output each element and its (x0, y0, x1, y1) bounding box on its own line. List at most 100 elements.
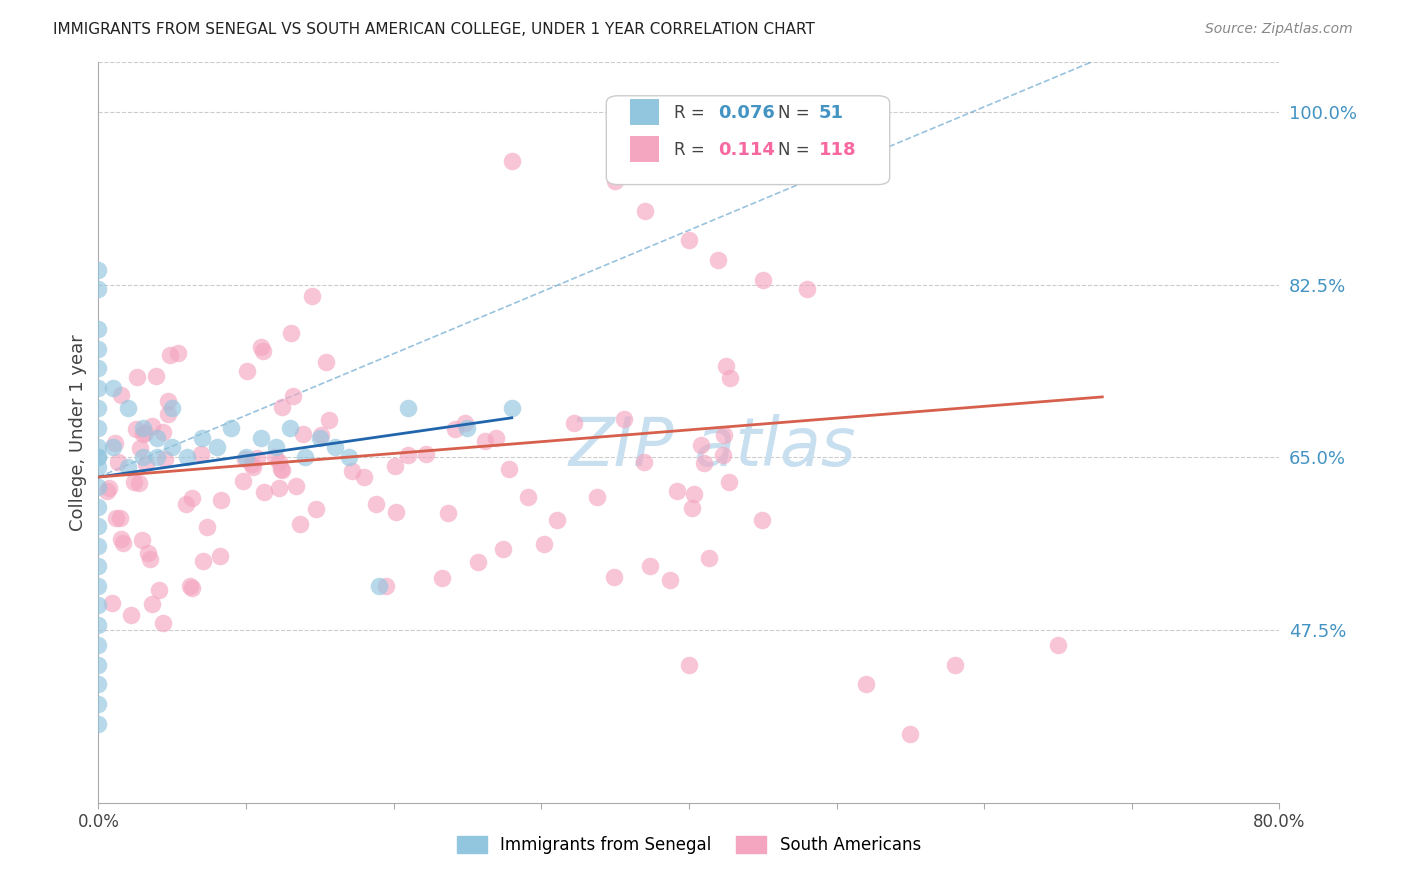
Point (174, 497, 197, 511)
Point (191, 431, 214, 445)
Point (87, 558, 110, 573)
Point (665, 483, 688, 498)
Point (309, 427, 332, 442)
Point (124, 475, 146, 490)
Point (900, 727, 922, 741)
Point (713, 428, 735, 442)
Point (117, 460, 139, 475)
Point (467, 555, 489, 569)
Point (318, 412, 340, 426)
Text: 0.076: 0.076 (718, 103, 775, 122)
Point (208, 549, 231, 563)
Point (533, 537, 555, 551)
Point (87, 381, 110, 395)
Point (263, 450, 285, 464)
Point (135, 457, 157, 471)
Point (111, 535, 134, 549)
Point (209, 492, 232, 507)
Point (87, 519, 110, 533)
Point (516, 490, 538, 504)
Point (943, 657, 966, 672)
Point (603, 570, 626, 584)
Point (485, 431, 508, 445)
Point (436, 507, 458, 521)
Point (132, 420, 155, 434)
Point (415, 447, 437, 461)
Point (87, 322, 110, 336)
Point (678, 233, 700, 247)
Point (454, 416, 477, 430)
Point (697, 551, 720, 566)
Point (87, 460, 110, 475)
Point (156, 393, 179, 408)
Point (855, 677, 877, 691)
Point (353, 470, 375, 484)
Point (235, 450, 257, 465)
Point (290, 517, 312, 532)
Text: ZIP atlas: ZIP atlas (569, 415, 856, 481)
Point (141, 598, 163, 612)
Point (633, 455, 655, 469)
Point (250, 431, 273, 445)
Point (432, 571, 454, 585)
Point (457, 420, 479, 434)
Point (717, 475, 740, 489)
Point (134, 425, 156, 440)
Point (659, 573, 682, 587)
Point (176, 450, 198, 465)
Point (128, 476, 150, 491)
Point (444, 421, 467, 435)
Point (246, 450, 269, 465)
Point (546, 513, 568, 527)
Point (87, 638, 110, 652)
Point (87, 500, 110, 514)
Point (682, 487, 704, 501)
Point (87, 697, 110, 711)
Point (249, 340, 271, 354)
Point (613, 411, 636, 425)
Point (301, 289, 323, 303)
Point (141, 418, 163, 433)
Point (315, 355, 337, 369)
Point (714, 359, 737, 373)
Point (103, 381, 125, 395)
Point (242, 460, 264, 475)
Point (252, 344, 274, 359)
Point (291, 426, 314, 441)
Point (294, 450, 316, 465)
Point (146, 450, 169, 465)
Point (368, 579, 391, 593)
Point (87, 480, 110, 494)
Point (87, 283, 110, 297)
Text: Source: ZipAtlas.com: Source: ZipAtlas.com (1205, 22, 1353, 37)
Point (162, 441, 183, 455)
Point (105, 511, 128, 525)
Point (638, 559, 661, 574)
Point (264, 441, 287, 455)
Point (87, 450, 110, 465)
Text: R =: R = (673, 141, 714, 159)
Point (280, 326, 302, 340)
Point (693, 456, 716, 470)
Point (751, 513, 773, 527)
Point (87, 450, 110, 465)
Point (87, 441, 110, 455)
Point (375, 579, 398, 593)
FancyBboxPatch shape (606, 95, 890, 185)
Point (221, 420, 243, 434)
FancyBboxPatch shape (630, 136, 659, 162)
Point (309, 431, 332, 445)
Point (498, 461, 520, 475)
Point (233, 452, 256, 467)
Point (384, 458, 406, 473)
Point (87, 579, 110, 593)
Point (87, 677, 110, 691)
Point (240, 457, 263, 471)
Point (398, 401, 420, 415)
Point (162, 401, 183, 415)
Point (87, 618, 110, 632)
Point (195, 520, 218, 534)
Point (127, 370, 149, 384)
Point (96, 483, 118, 498)
Point (270, 463, 292, 477)
